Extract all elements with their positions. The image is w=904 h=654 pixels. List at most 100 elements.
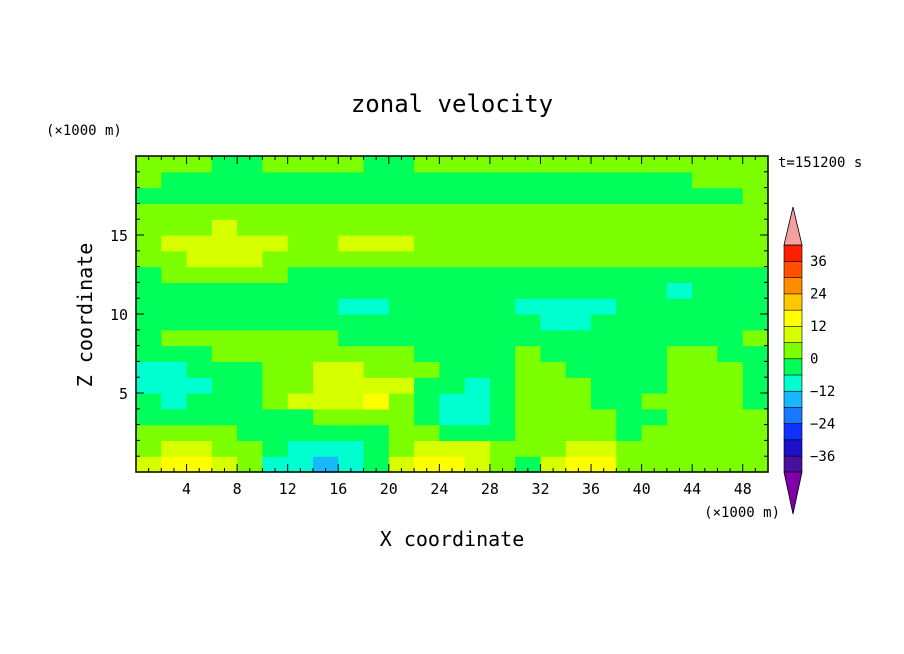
contour-cell bbox=[540, 266, 567, 283]
contour-cell bbox=[312, 314, 339, 331]
contour-cell bbox=[262, 282, 289, 299]
contour-cell bbox=[616, 266, 643, 283]
contour-cell bbox=[287, 424, 314, 441]
contour-cell bbox=[136, 219, 162, 236]
contour-cell bbox=[287, 250, 314, 268]
colorbar-band bbox=[783, 325, 803, 343]
contour-cell bbox=[186, 187, 213, 204]
contour-cell bbox=[414, 250, 440, 268]
contour-cell bbox=[237, 235, 263, 252]
contour-cell bbox=[338, 156, 365, 173]
contour-cell bbox=[211, 219, 238, 236]
contour-cell bbox=[666, 282, 693, 299]
contour-cell bbox=[565, 203, 592, 220]
contour-cell bbox=[312, 266, 339, 283]
contour-cell bbox=[338, 282, 365, 299]
contour-cell bbox=[439, 408, 466, 426]
contour-cell bbox=[717, 266, 744, 283]
contour-cell bbox=[666, 329, 693, 347]
contour-cell bbox=[489, 298, 516, 315]
contour-cell bbox=[312, 440, 339, 457]
contour-cell bbox=[616, 171, 643, 189]
contour-cell bbox=[136, 187, 162, 204]
contour-cell bbox=[565, 298, 592, 315]
contour-cell bbox=[363, 393, 390, 410]
contour-cell bbox=[237, 456, 263, 473]
contour-cell bbox=[742, 440, 769, 457]
contour-cell bbox=[540, 156, 567, 173]
contour-cell bbox=[464, 408, 491, 426]
contour-cell bbox=[363, 408, 390, 426]
contour-cell bbox=[641, 235, 668, 252]
contour-cell bbox=[439, 456, 466, 473]
contour-cell bbox=[161, 393, 188, 410]
contour-cell bbox=[262, 440, 289, 457]
contour-cell bbox=[641, 171, 668, 189]
colorbar-tick-label: −36 bbox=[810, 449, 835, 465]
contour-cell bbox=[742, 187, 769, 204]
contour-cell bbox=[489, 203, 516, 220]
contour-cell bbox=[237, 171, 263, 189]
contour-cell bbox=[616, 156, 643, 173]
contour-cell bbox=[464, 345, 491, 362]
contour-cell bbox=[666, 345, 693, 362]
contour-cell bbox=[237, 266, 263, 283]
contour-cell bbox=[262, 424, 289, 441]
contour-cell bbox=[161, 408, 188, 426]
x-tick-label: 48 bbox=[734, 480, 752, 498]
contour-cell bbox=[742, 282, 769, 299]
contour-cell bbox=[262, 250, 289, 268]
contour-cell bbox=[211, 250, 238, 268]
colorbar-band bbox=[783, 309, 803, 327]
contour-cell bbox=[186, 282, 213, 299]
contour-cell bbox=[388, 314, 415, 331]
contour-cell bbox=[237, 156, 263, 173]
contour-cell bbox=[515, 408, 542, 426]
x-tick-label: 16 bbox=[329, 480, 347, 498]
contour-cell bbox=[211, 440, 238, 457]
contour-cell bbox=[515, 329, 542, 347]
contour-cell bbox=[515, 345, 542, 362]
contour-cell bbox=[388, 250, 415, 268]
contour-cell bbox=[211, 235, 238, 252]
contour-cell bbox=[742, 329, 769, 347]
contour-cell bbox=[666, 361, 693, 378]
contour-cell bbox=[666, 219, 693, 236]
contour-cell bbox=[439, 440, 466, 457]
contour-cell bbox=[641, 440, 668, 457]
contour-cell bbox=[338, 456, 365, 473]
contour-cell bbox=[515, 203, 542, 220]
contour-cell bbox=[211, 361, 238, 378]
x-tick-label: 36 bbox=[582, 480, 600, 498]
contour-cell bbox=[414, 361, 440, 378]
contour-cell bbox=[565, 266, 592, 283]
contour-cell bbox=[262, 329, 289, 347]
colorbar-extend-top bbox=[783, 206, 803, 246]
contour-cell bbox=[161, 235, 188, 252]
colorbar-band bbox=[783, 455, 803, 473]
contour-cell bbox=[742, 377, 769, 394]
contour-cell bbox=[388, 235, 415, 252]
contour-cell bbox=[136, 156, 162, 173]
contour-cell bbox=[616, 203, 643, 220]
contour-cell bbox=[136, 250, 162, 268]
contour-cell bbox=[666, 314, 693, 331]
contour-cell bbox=[237, 440, 263, 457]
contour-cell bbox=[312, 171, 339, 189]
contour-cell bbox=[464, 203, 491, 220]
contour-cell bbox=[489, 171, 516, 189]
contour-cell bbox=[161, 314, 188, 331]
contour-cell bbox=[692, 187, 719, 204]
contour-cell bbox=[211, 377, 238, 394]
contour-cell bbox=[287, 156, 314, 173]
contour-cell bbox=[388, 187, 415, 204]
contour-cell bbox=[591, 235, 617, 252]
contour-cell bbox=[211, 408, 238, 426]
contour-cell bbox=[464, 266, 491, 283]
contour-cell bbox=[186, 314, 213, 331]
contour-cell bbox=[287, 235, 314, 252]
contour-cell bbox=[287, 345, 314, 362]
contour-cell bbox=[211, 329, 238, 347]
contour-cell bbox=[237, 393, 263, 410]
